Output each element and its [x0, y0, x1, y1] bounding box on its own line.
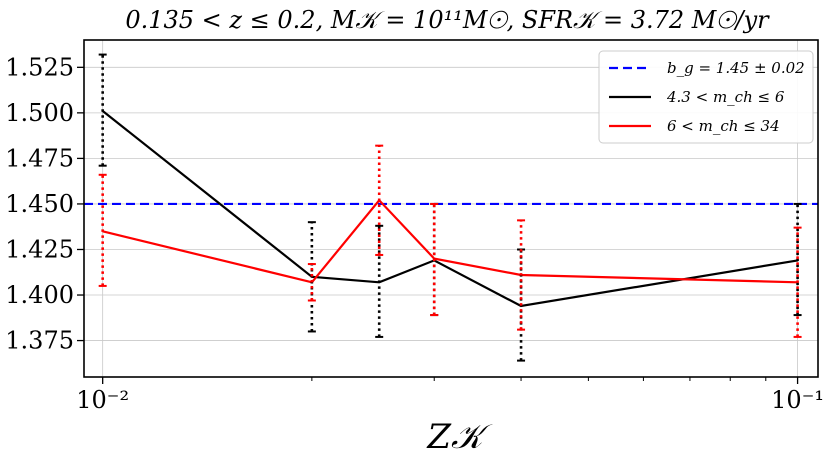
- plot-area: 1.375 1.400 1.425 1.450 1.475 1.500 1.525 10⁻² 1…: [5, 39, 824, 414]
- legend-box: [598, 50, 814, 144]
- chart-title: 0.135 < z ≤ 0.2, M𝒦 = 10¹¹M☉, SFR𝒦 = 3.7…: [125, 6, 770, 34]
- legend-label: 6 < m_ch ≤ 34: [667, 117, 780, 135]
- x-tick-label: 10⁻²: [76, 386, 129, 414]
- y-tick-label: 1.400: [5, 281, 74, 309]
- axes-frame: [83, 39, 819, 378]
- y-tick-label: 1.375: [5, 327, 74, 355]
- y-tick-label: 1.450: [5, 190, 74, 218]
- y-tick-label: 1.500: [5, 99, 74, 127]
- legend-label: 4.3 < m_ch ≤ 6: [666, 88, 785, 106]
- y-tick-label: 1.425: [5, 235, 74, 263]
- x-axis-label: Z𝒦: [426, 417, 493, 457]
- y-tick-label: 1.525: [5, 53, 74, 81]
- series-line: [102, 110, 798, 308]
- legend: b_g = 1.45 ± 0.02 4.3 < m_ch ≤ 6 6 < m_ch …: [598, 50, 814, 144]
- x-tick-label: 10⁻¹: [771, 386, 824, 414]
- series-line: [102, 198, 798, 284]
- y-tick-label: 1.475: [5, 144, 74, 172]
- legend-label: b_g = 1.45 ± 0.02: [667, 59, 805, 77]
